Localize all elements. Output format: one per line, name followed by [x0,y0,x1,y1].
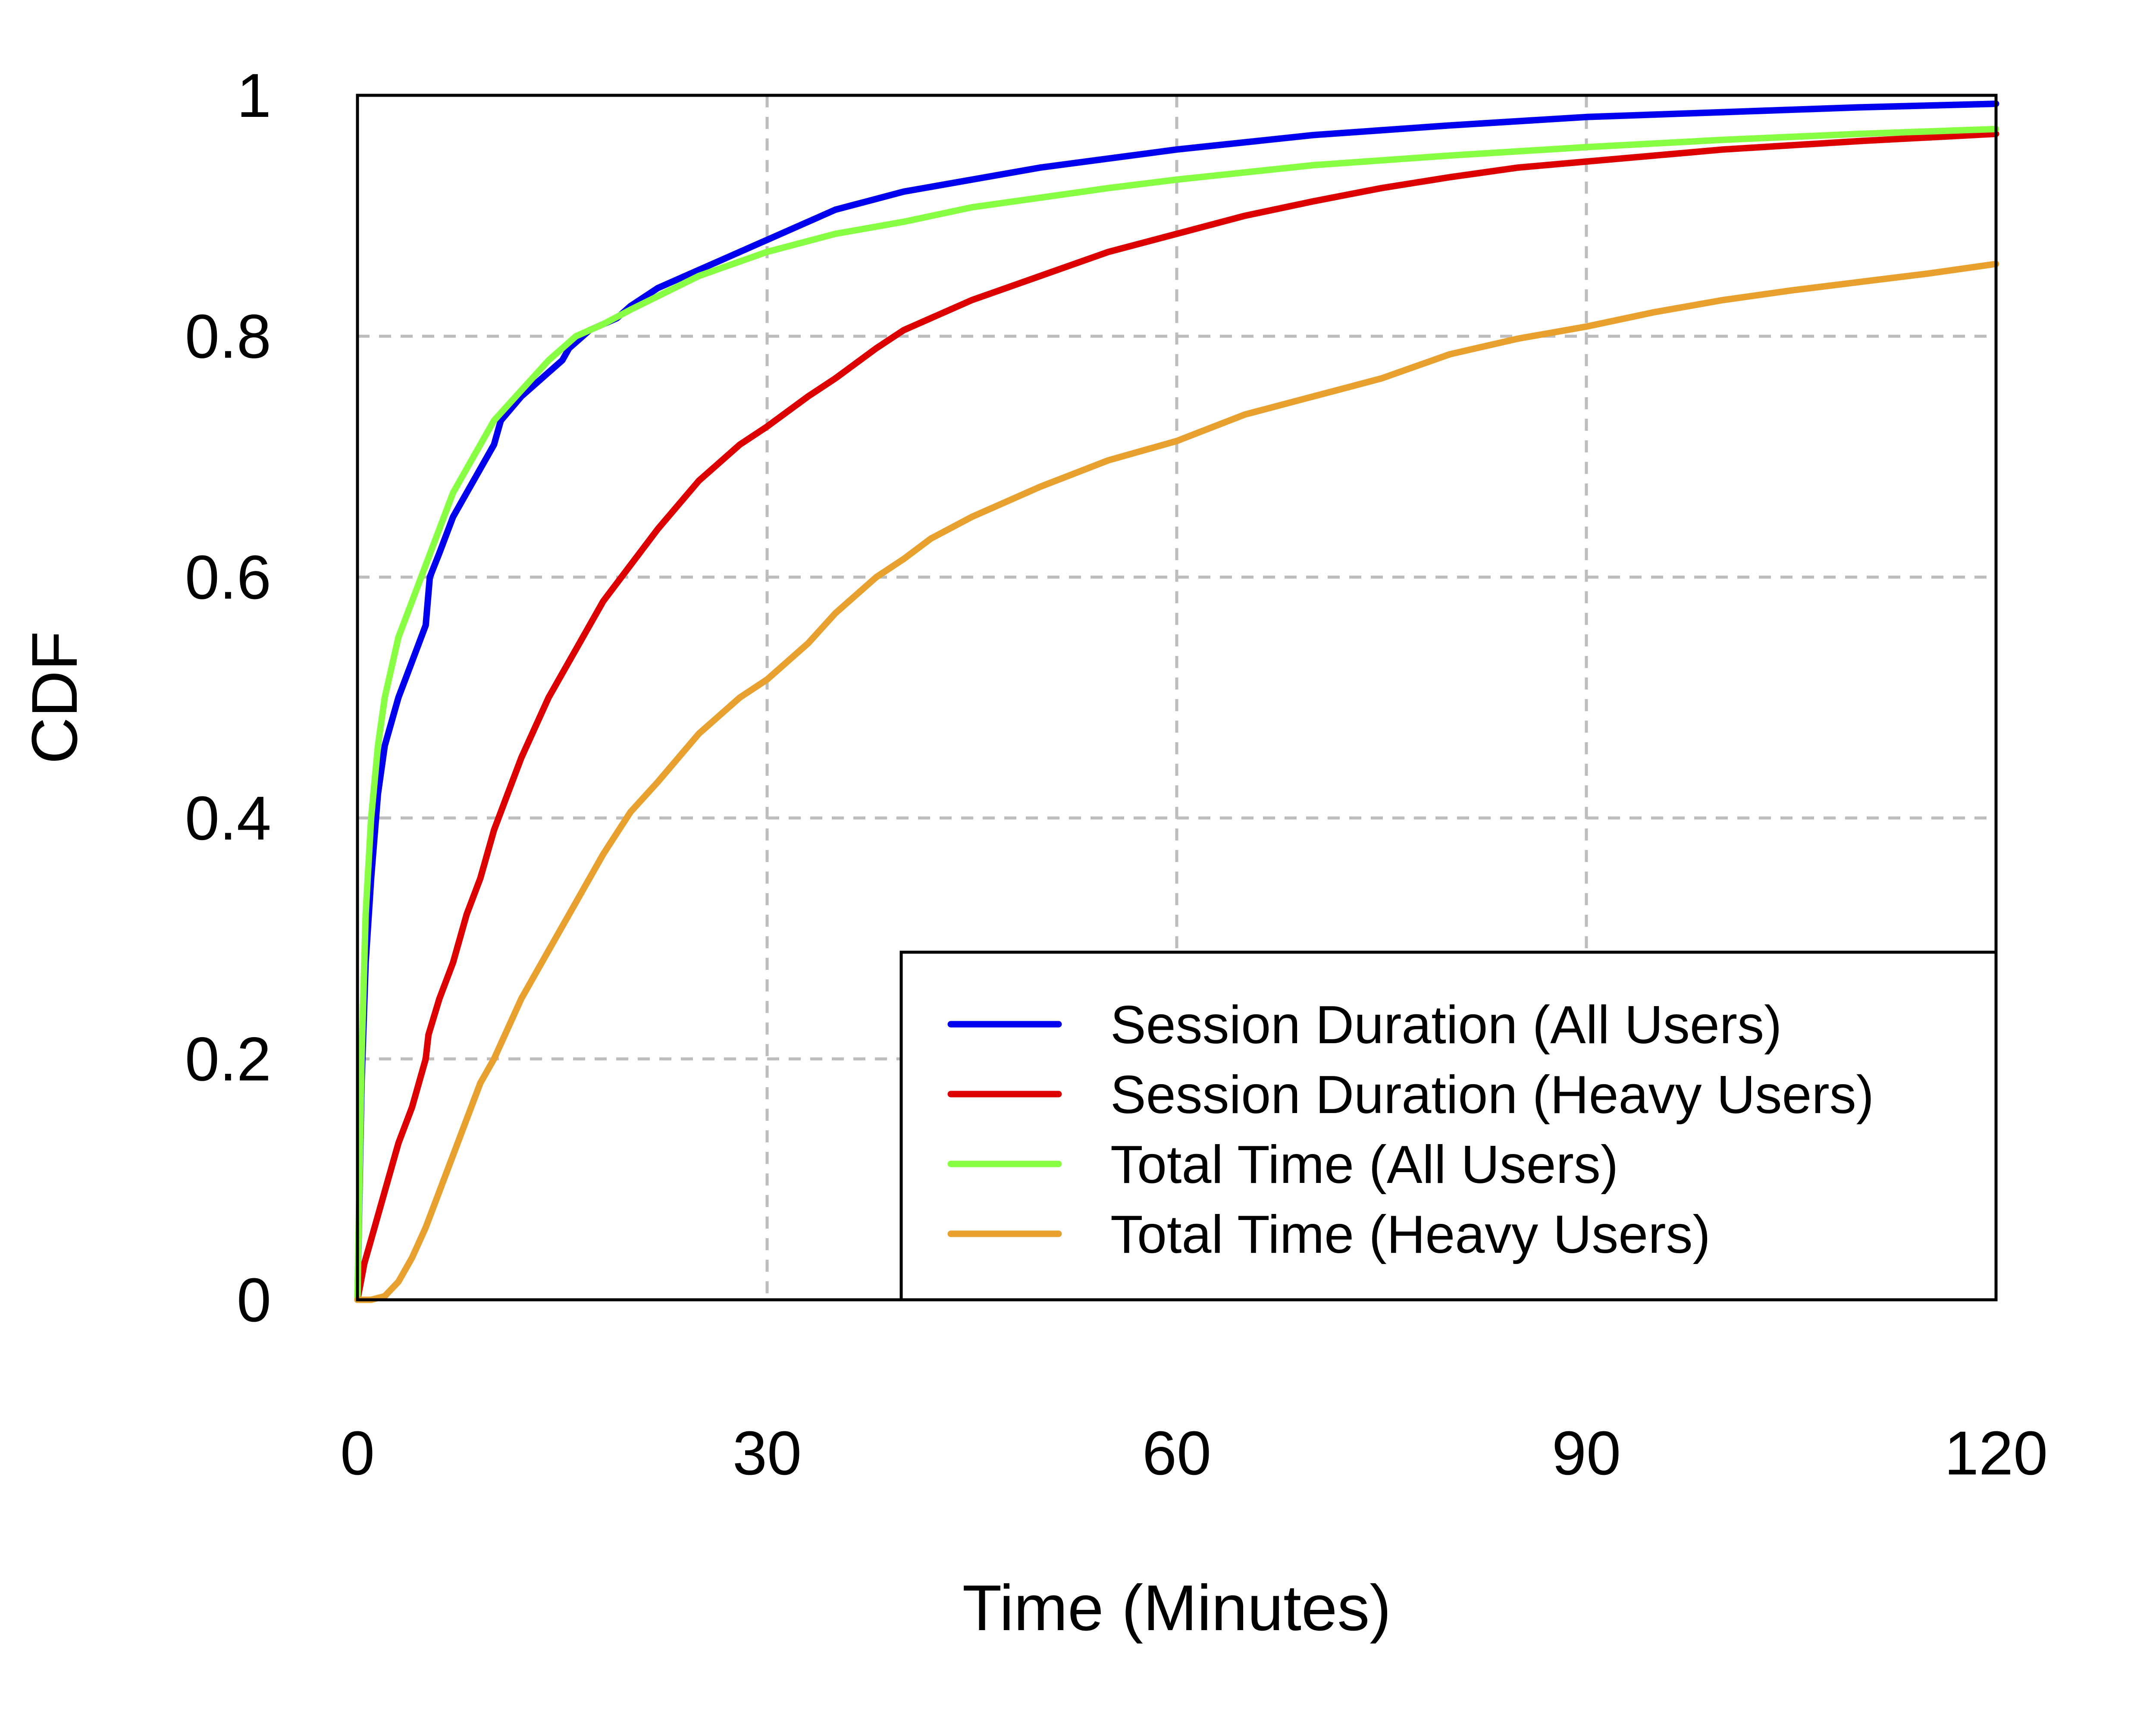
legend-box [899,950,1998,1302]
y-tick-label: 0.4 [185,784,271,853]
x-tick-label: 120 [1944,1418,2048,1488]
x-tick-label: 30 [733,1418,802,1488]
legend-label-2: Session Duration (Heavy Users) [1110,1065,1874,1125]
x-axis-title: Time (Minutes) [962,1571,1391,1644]
legend: Session Duration (All Users) Session Dura… [899,950,1998,1302]
legend-label-3: Total Time (All Users) [1110,1135,1618,1195]
y-axis-ticks: 0 0.2 0.4 0.6 0.8 1 [185,61,271,1335]
y-tick-label: 0.6 [185,543,271,612]
series-line-3 [354,125,1999,1303]
legend-label-1: Session Duration (All Users) [1110,995,1782,1055]
y-tick-label: 0.2 [185,1024,271,1094]
y-tick-label: 1 [237,61,271,130]
series-line-2 [354,130,1999,1303]
x-tick-label: 60 [1142,1418,1211,1488]
series-line-4 [354,260,1999,1303]
x-tick-label: 90 [1552,1418,1621,1488]
y-axis-title: CDF [18,631,91,764]
y-tick-label: 0.8 [185,302,271,371]
series-lines [354,100,1999,1303]
x-axis-ticks: 0 30 60 90 120 [340,1418,2048,1488]
series-line-1 [354,100,1999,1303]
x-tick-label: 0 [340,1418,375,1488]
legend-label-4: Total Time (Heavy Users) [1110,1205,1711,1264]
y-tick-label: 0 [237,1265,271,1335]
